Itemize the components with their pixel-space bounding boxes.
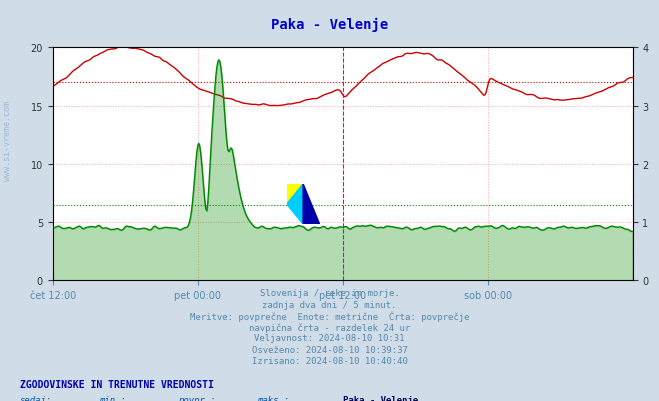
Text: maks.:: maks.:: [257, 395, 289, 401]
Text: ZGODOVINSKE IN TRENUTNE VREDNOSTI: ZGODOVINSKE IN TRENUTNE VREDNOSTI: [20, 379, 214, 389]
Text: Paka - Velenje: Paka - Velenje: [271, 18, 388, 32]
Text: www.si-vreme.com: www.si-vreme.com: [3, 100, 13, 180]
Polygon shape: [287, 184, 303, 205]
Text: navpična črta - razdelek 24 ur: navpična črta - razdelek 24 ur: [249, 322, 410, 332]
Text: Meritve: povprečne  Enote: metrične  Črta: povprečje: Meritve: povprečne Enote: metrične Črta:…: [190, 311, 469, 322]
Text: Izrisano: 2024-08-10 10:40:40: Izrisano: 2024-08-10 10:40:40: [252, 356, 407, 365]
Text: zadnja dva dni / 5 minut.: zadnja dva dni / 5 minut.: [262, 300, 397, 309]
Text: Veljavnost: 2024-08-10 10:31: Veljavnost: 2024-08-10 10:31: [254, 334, 405, 342]
Text: Osveženo: 2024-08-10 10:39:37: Osveženo: 2024-08-10 10:39:37: [252, 345, 407, 354]
Text: Slovenija / reke in morje.: Slovenija / reke in morje.: [260, 289, 399, 298]
Polygon shape: [287, 184, 303, 225]
Text: min.:: min.:: [99, 395, 126, 401]
Text: sedaj:: sedaj:: [20, 395, 52, 401]
Text: povpr.:: povpr.:: [178, 395, 215, 401]
Text: Paka - Velenje: Paka - Velenje: [343, 395, 418, 401]
Polygon shape: [303, 184, 320, 225]
